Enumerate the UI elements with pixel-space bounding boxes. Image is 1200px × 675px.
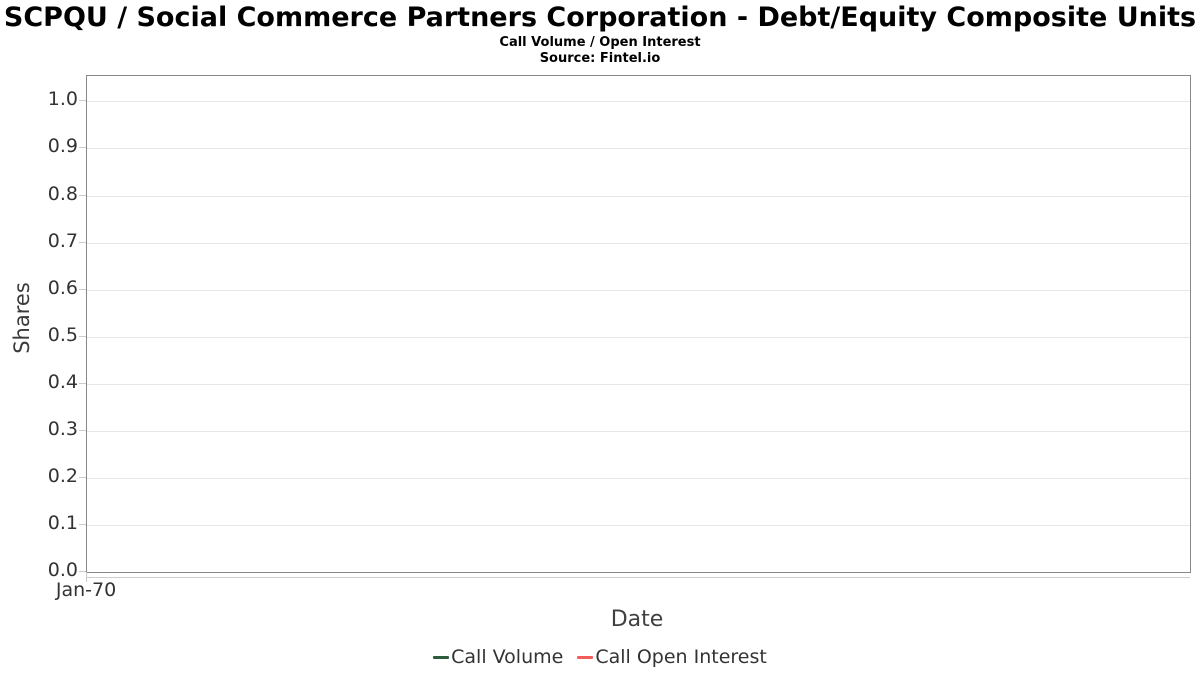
gridline bbox=[87, 383, 1190, 385]
y-tick-mark bbox=[79, 382, 86, 384]
y-tick-mark bbox=[79, 429, 86, 431]
y-tick-mark bbox=[79, 100, 86, 102]
y-tick-mark bbox=[79, 476, 86, 478]
chart-title: SCPQU / Social Commerce Partners Corpora… bbox=[3, 2, 1197, 33]
y-tick-label: 1.0 bbox=[47, 88, 78, 111]
y-tick-label: 0.6 bbox=[47, 276, 78, 299]
gridline bbox=[87, 477, 1190, 479]
y-tick-label: 0.3 bbox=[47, 417, 78, 440]
y-tick-mark bbox=[79, 147, 86, 149]
y-tick-label: 0.4 bbox=[47, 370, 78, 393]
legend-label: Call Open Interest bbox=[595, 646, 767, 668]
y-tick-mark bbox=[79, 194, 86, 196]
x-tick-label: Jan-70 bbox=[55, 579, 117, 601]
y-tick-label: 0.2 bbox=[47, 464, 78, 487]
y-tick-label: 0.9 bbox=[47, 135, 78, 158]
y-tick-label: 0.5 bbox=[47, 323, 78, 346]
gridline bbox=[87, 242, 1190, 244]
gridline bbox=[87, 101, 1190, 103]
plot-area bbox=[86, 75, 1191, 573]
y-tick-label: 0.8 bbox=[47, 182, 78, 205]
gridline bbox=[87, 148, 1190, 150]
legend: Call Volume Call Open Interest bbox=[0, 646, 1200, 668]
legend-line-marker bbox=[433, 655, 450, 659]
gridline bbox=[87, 195, 1190, 197]
x-axis-tick-mark bbox=[86, 572, 87, 582]
y-tick-label: 0.0 bbox=[47, 559, 78, 582]
y-tick-mark bbox=[79, 241, 86, 243]
legend-item-call-open-interest[interactable]: Call Open Interest bbox=[577, 646, 767, 668]
y-tick-label: 0.1 bbox=[47, 512, 78, 535]
y-tick-mark bbox=[79, 335, 86, 337]
gridline bbox=[87, 524, 1190, 526]
chart-source: Source: Fintel.io bbox=[539, 51, 661, 66]
legend-label: Call Volume bbox=[451, 646, 564, 668]
legend-item-call-volume[interactable]: Call Volume bbox=[433, 646, 563, 668]
chart-subtitle: Call Volume / Open Interest bbox=[499, 35, 701, 50]
x-axis-line bbox=[86, 577, 1190, 578]
y-tick-mark bbox=[79, 571, 86, 572]
gridline bbox=[87, 289, 1190, 291]
y-tick-mark bbox=[79, 523, 86, 525]
y-tick-label: 0.7 bbox=[47, 229, 78, 252]
y-tick-mark bbox=[79, 288, 86, 290]
x-axis-title: Date bbox=[610, 607, 664, 632]
gridline bbox=[87, 430, 1190, 432]
legend-line-marker bbox=[577, 655, 594, 659]
y-axis-title: Shares bbox=[10, 282, 34, 354]
gridline bbox=[87, 336, 1190, 338]
